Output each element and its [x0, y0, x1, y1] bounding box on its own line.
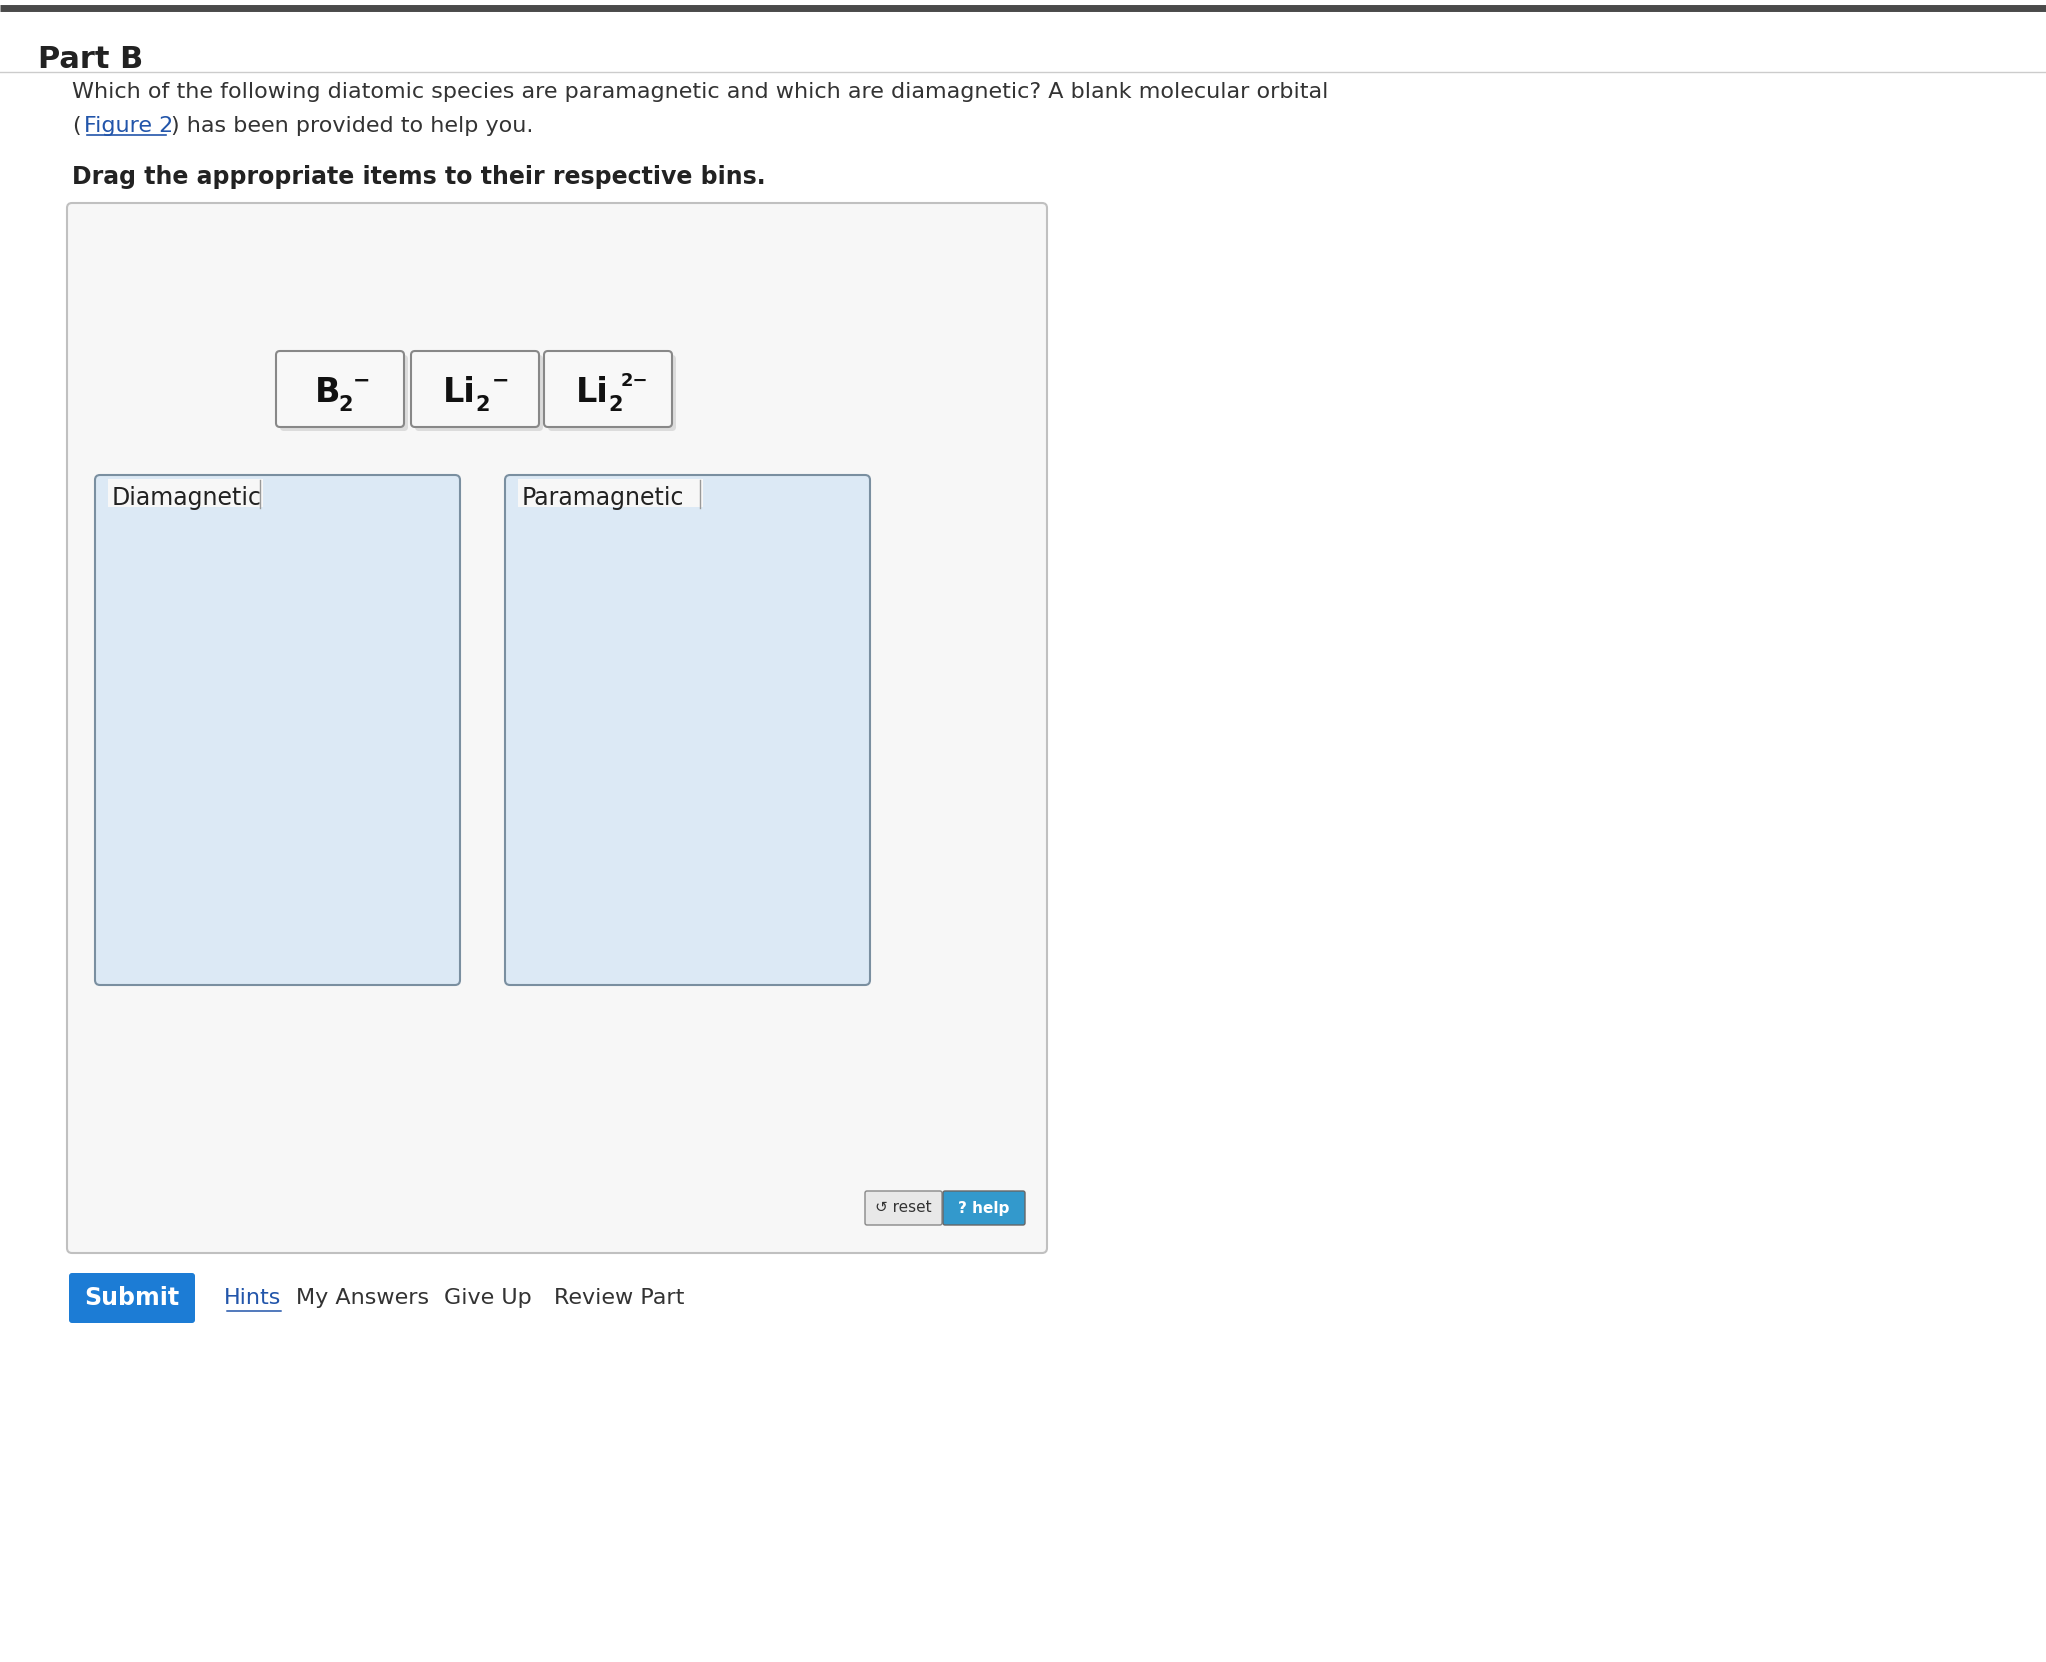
- FancyBboxPatch shape: [544, 351, 671, 427]
- FancyBboxPatch shape: [415, 356, 542, 430]
- Text: 2−: 2−: [620, 372, 649, 391]
- Text: Submit: Submit: [84, 1286, 180, 1310]
- FancyBboxPatch shape: [548, 356, 675, 430]
- Text: ) has been provided to help you.: ) has been provided to help you.: [172, 116, 534, 136]
- FancyBboxPatch shape: [518, 479, 704, 507]
- Text: 2: 2: [477, 396, 491, 416]
- FancyBboxPatch shape: [68, 203, 1048, 1253]
- Text: 2: 2: [610, 396, 624, 416]
- Text: 2: 2: [340, 396, 354, 416]
- Text: −: −: [354, 371, 370, 391]
- Text: Give Up: Give Up: [444, 1288, 532, 1308]
- Text: Figure 2: Figure 2: [84, 116, 174, 136]
- Text: Diamagnetic: Diamagnetic: [113, 485, 262, 510]
- FancyBboxPatch shape: [943, 1192, 1025, 1225]
- Text: ↺ reset: ↺ reset: [876, 1200, 931, 1215]
- Text: −: −: [493, 371, 509, 391]
- Text: Review Part: Review Part: [554, 1288, 683, 1308]
- Text: Hints: Hints: [223, 1288, 282, 1308]
- FancyBboxPatch shape: [108, 479, 264, 507]
- FancyBboxPatch shape: [505, 475, 870, 986]
- Text: Paramagnetic: Paramagnetic: [522, 485, 685, 510]
- FancyBboxPatch shape: [70, 1273, 194, 1323]
- Text: Drag the appropriate items to their respective bins.: Drag the appropriate items to their resp…: [72, 165, 765, 189]
- Text: Li: Li: [575, 377, 608, 409]
- Text: Li: Li: [442, 377, 475, 409]
- FancyBboxPatch shape: [865, 1192, 941, 1225]
- FancyBboxPatch shape: [411, 351, 538, 427]
- Text: (: (: [72, 116, 80, 136]
- FancyBboxPatch shape: [280, 356, 407, 430]
- Text: B: B: [315, 377, 342, 409]
- Text: Which of the following diatomic species are paramagnetic and which are diamagnet: Which of the following diatomic species …: [72, 81, 1328, 101]
- Text: Part B: Part B: [39, 45, 143, 75]
- Text: My Answers: My Answers: [297, 1288, 430, 1308]
- Text: ? help: ? help: [958, 1200, 1009, 1215]
- FancyBboxPatch shape: [276, 351, 403, 427]
- FancyBboxPatch shape: [94, 475, 460, 986]
